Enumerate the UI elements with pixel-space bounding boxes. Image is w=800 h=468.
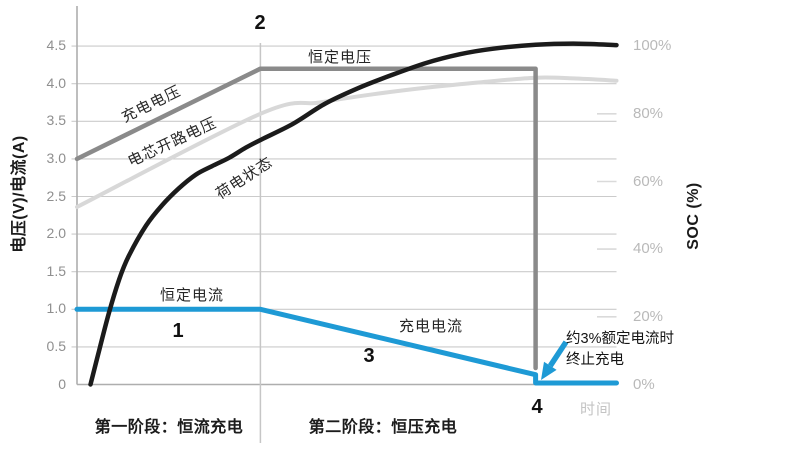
right-axis-title: SOC (%): [685, 182, 702, 250]
left-tick-label-2.5: 2.5: [46, 187, 66, 204]
left-tick-label-0.5: 0.5: [46, 337, 66, 354]
stage-marker-3: 3: [363, 345, 375, 367]
curve-cell_ocv: [75, 75, 619, 209]
termination-annotation-line1: 约3%额定电流时: [566, 331, 674, 347]
constant-voltage-label: 恒定电压: [307, 49, 372, 66]
left-tick-label-4.0: 4.0: [46, 74, 66, 91]
left-tick-label-4.5: 4.5: [46, 37, 66, 54]
termination-arrowhead-icon: [541, 361, 557, 380]
left-tick-label-0: 0: [58, 375, 66, 392]
termination-arrow-icon: [548, 340, 569, 368]
left-tick-label-3.0: 3.0: [46, 149, 66, 166]
termination-annotation-line2: 终止充电: [566, 352, 624, 368]
constant-current-label: 恒定电流: [159, 287, 224, 304]
right-tick-label-100%: 100%: [633, 37, 672, 55]
right-tick-label-0%: 0%: [633, 375, 655, 393]
right-tick-label-40%: 40%: [633, 240, 664, 258]
right-tick-label-60%: 60%: [633, 172, 664, 190]
stage-marker-1: 1: [172, 320, 184, 342]
left-tick-label-1.5: 1.5: [46, 262, 66, 279]
phase-1-caption: 第一阶段：恒流充电: [94, 419, 244, 436]
phase-2-caption: 第二阶段：恒压充电: [308, 419, 458, 436]
right-tick-label-80%: 80%: [633, 104, 664, 122]
left-tick-label-3.5: 3.5: [46, 112, 66, 129]
stage-marker-4: 4: [531, 396, 543, 418]
curve-charge_current: [74, 306, 619, 386]
curve-soc: [88, 41, 619, 387]
right-tick-label-20%: 20%: [633, 307, 664, 325]
termination-annotation: 约3%额定电流时 终止充电: [566, 329, 674, 371]
x-axis-title: 时间: [580, 401, 613, 418]
stage-marker-2: 2: [254, 12, 266, 34]
left-tick-label-1.0: 1.0: [46, 300, 66, 317]
charge-current-label: 充电电流: [398, 318, 463, 335]
left-tick-label-2.0: 2.0: [46, 225, 66, 242]
curve-charge_voltage: [74, 66, 538, 371]
